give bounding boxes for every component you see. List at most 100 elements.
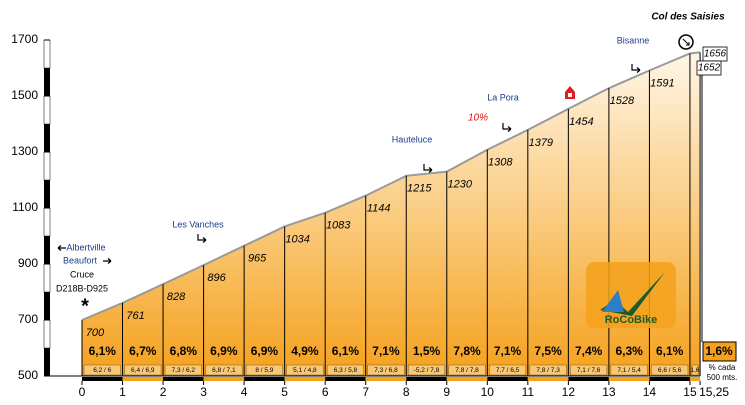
axis-band (43, 39, 51, 69)
y-tick-label: 1300 (11, 144, 38, 158)
axis-band (43, 263, 51, 293)
x-tick-label: 11 (522, 385, 535, 399)
half-km-cell (83, 364, 121, 376)
elevation-label: 1034 (285, 233, 309, 245)
arrow (103, 258, 112, 264)
elevation-label: 965 (248, 253, 267, 265)
half-km-label: 7,3 / 6,2 (172, 367, 196, 374)
x-tick-label: 10 (481, 385, 495, 399)
gradient-label: 1,6% (705, 344, 733, 358)
elevation-label: 1652 (698, 63, 721, 74)
place-label: La Pora (487, 92, 519, 102)
icons (565, 34, 694, 99)
half-km-cell (489, 364, 527, 376)
gradient-label: 4,9% (291, 344, 319, 358)
gradient-label: 6,1% (656, 344, 684, 358)
km-strip (203, 377, 245, 381)
gradient-label: 7,5% (534, 344, 562, 358)
place-label: Cruce (70, 269, 94, 279)
place-label: Beaufort (63, 255, 98, 265)
half-km-label: 8 / 5,9 (255, 367, 273, 374)
half-km-cell (529, 364, 567, 376)
y-tick-label: 900 (18, 256, 38, 270)
elevation-label: 1656 (704, 49, 727, 60)
elevation-label: 1379 (529, 137, 553, 149)
place-label: D218B-D925 (56, 283, 108, 293)
y-tick-label: 1100 (12, 200, 38, 214)
km-strip (122, 377, 164, 381)
km-strip (527, 377, 569, 381)
gradient-label: 6,1% (332, 344, 360, 358)
gradient-label: 7,1% (372, 344, 400, 358)
place-label: Les Vanches (172, 219, 224, 229)
half-km-cell (448, 364, 486, 376)
y-tick-label: 700 (18, 312, 38, 326)
km-strip (649, 377, 690, 381)
half-km-label: 7,8 / 7,8 (455, 367, 479, 374)
axis-band (43, 207, 51, 237)
gradient-label: 7,4% (575, 344, 603, 358)
arrow (57, 245, 66, 251)
half-km-label: -5,2 / 7,8 (414, 367, 440, 374)
elevation-label: 1230 (448, 179, 473, 191)
half-km-label: 6,4 / 6,9 (131, 367, 155, 374)
place-label: Albertville (66, 242, 105, 252)
gradient-label: 7,1% (494, 344, 522, 358)
x-tick-label: 0 (79, 385, 86, 399)
gradient-box (702, 341, 737, 362)
half-km-cell (286, 364, 324, 376)
elevation-box (696, 60, 722, 76)
note: 500 mts. (707, 373, 738, 382)
gradient-label: 6,9% (251, 344, 279, 358)
half-km-label: 7,3 / 6,8 (374, 367, 398, 374)
x-tick-label: 14 (643, 385, 657, 399)
km-strip (487, 377, 528, 381)
house-door (568, 93, 572, 97)
arrow (631, 64, 641, 73)
km-strip (568, 377, 609, 381)
half-km-cell (124, 364, 162, 376)
half-km-label: 7,8 / 7,3 (536, 367, 560, 374)
x-tick-label: 4 (241, 385, 248, 399)
axis-band (44, 124, 50, 152)
km-strip (406, 377, 447, 381)
elevation-label: 1454 (569, 116, 593, 128)
elevation-label: 1308 (488, 157, 513, 169)
axis-band (44, 236, 50, 264)
elevation-label: 828 (167, 291, 186, 303)
axis-band (44, 348, 50, 376)
logo-text: RoCoBike (605, 314, 658, 326)
km-strip (325, 377, 366, 381)
half-km-label: 7,7 / 6,5 (496, 367, 520, 374)
km-strip (163, 377, 204, 381)
x-tick-label: 9 (443, 385, 450, 399)
x-tick-label: 3 (200, 385, 207, 399)
axis-band (44, 68, 50, 96)
house-icon (565, 86, 575, 99)
max-gradient: 10% (468, 113, 488, 124)
half-km-cell (245, 364, 283, 376)
summit-arrow (682, 38, 690, 46)
elevation-label: 1144 (367, 203, 391, 215)
elevation-label: 1528 (610, 95, 635, 107)
gradient-label: 6,8% (170, 344, 198, 358)
half-km-label: 5,1 / 4,8 (293, 367, 317, 374)
gradient-label: 6,7% (129, 344, 157, 358)
half-km-cell (570, 364, 608, 376)
gradient-label: 1,5% (413, 344, 441, 358)
gradient-label: 6,1% (89, 344, 117, 358)
x-tick-label: 1 (119, 385, 126, 399)
km-strip (689, 377, 701, 381)
y-tick-label: 500 (18, 368, 38, 382)
chart-title: Col des Saisies (651, 12, 725, 23)
half-km-cell (407, 364, 446, 376)
elevation-label: 1083 (326, 220, 351, 232)
km-strip (446, 377, 488, 381)
y-tick-label: 1700 (11, 32, 38, 46)
half-km-label: 7,1 / 7,6 (577, 367, 601, 374)
half-km-cell (367, 364, 405, 376)
axis-band (43, 95, 51, 125)
gradient-label: 6,9% (210, 344, 238, 358)
y-tick-label: 1500 (11, 88, 38, 102)
elevation-label: 1591 (650, 77, 674, 89)
